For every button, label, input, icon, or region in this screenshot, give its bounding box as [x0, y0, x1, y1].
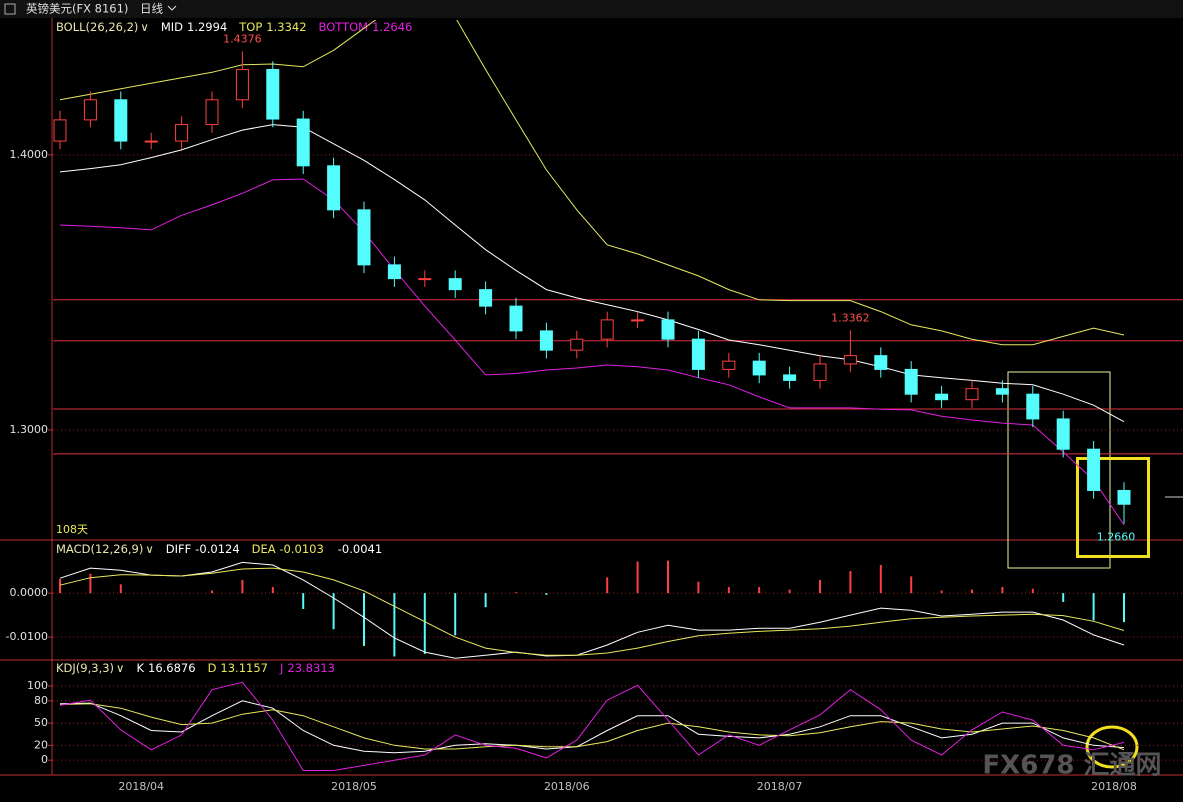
candle-body — [1087, 448, 1101, 491]
price-annotation: 1.4376 — [223, 32, 262, 45]
legend-name: DEA — [252, 542, 276, 556]
candle-body — [935, 393, 949, 401]
candle-body — [600, 319, 614, 340]
x-tick-label: 2018/07 — [757, 780, 803, 793]
dropdown-glyph: ∨ — [140, 20, 148, 34]
indicator-line — [59, 681, 1125, 771]
legend-name: TOP — [238, 20, 262, 34]
y-tick-label: 50 — [34, 716, 48, 729]
days-label: 108天 — [56, 523, 88, 536]
candle-body — [783, 374, 797, 381]
histogram-value: -0.0041 — [338, 542, 382, 556]
candle-body — [205, 99, 219, 126]
legend-name: K — [136, 661, 144, 675]
y-tick-label: 1.3000 — [10, 423, 49, 436]
legend-value: 13.1157 — [220, 661, 268, 675]
legend-name: J — [279, 661, 283, 675]
legend-value: 16.6876 — [148, 661, 196, 675]
indicator-line — [59, 567, 1125, 656]
candle-body — [661, 319, 675, 340]
candle-body — [1026, 393, 1040, 420]
candle-body — [1117, 489, 1131, 505]
legend-name: D — [208, 661, 217, 675]
indicator-title: KDJ(9,3,3) — [56, 661, 114, 675]
period-dropdown[interactable] — [167, 5, 177, 11]
legend-value: 1.3342 — [266, 20, 306, 34]
candle-body — [813, 363, 827, 381]
candle-body — [327, 165, 341, 211]
candle-body — [418, 278, 432, 281]
candle-body — [631, 319, 645, 322]
candle-body — [539, 330, 553, 351]
highlight-circle — [1085, 725, 1139, 769]
indicator-title: MACD(12,26,9) — [56, 542, 143, 556]
candle-body — [995, 388, 1009, 395]
candle-body — [722, 360, 736, 370]
legend-value: 1.2994 — [187, 20, 227, 34]
candle-body — [1056, 418, 1070, 450]
indicator-line — [59, 124, 1125, 423]
panel-header: KDJ(9,3,3) ∨ K 16.6876 D 13.1157 J 23.8313 — [56, 661, 335, 675]
indicator-line — [59, 20, 1125, 346]
title-bar — [0, 0, 1183, 18]
window-icon[interactable] — [4, 3, 16, 15]
candle-body — [509, 305, 523, 332]
price-annotation: 1.2660 — [1097, 530, 1136, 543]
y-tick-label: 100 — [27, 679, 48, 692]
legend-value: 1.2646 — [372, 20, 412, 34]
price-annotation: 1.3362 — [831, 311, 870, 324]
x-tick-label: 2018/04 — [118, 780, 164, 793]
panel-header: BOLL(26,26,2) ∨ MID 1.2994 TOP 1.3342 BOTTOM 1.… — [56, 20, 412, 34]
candle-body — [874, 355, 888, 370]
legend-value: -0.0103 — [279, 542, 323, 556]
watermark: FX678 汇通网 — [982, 751, 1161, 781]
candle-body — [752, 360, 766, 376]
y-tick-label: 0 — [41, 753, 48, 766]
legend-name: BOTTOM — [319, 20, 369, 34]
indicator-line — [59, 700, 1125, 754]
y-tick-label: 20 — [34, 738, 48, 751]
legend-value: -0.0124 — [195, 542, 239, 556]
highlight-box — [1076, 457, 1150, 558]
candle-body — [387, 264, 401, 280]
candle-body — [175, 124, 189, 142]
candle-body — [266, 69, 280, 120]
y-tick-label: 80 — [34, 694, 48, 707]
y-tick-label: -0.0100 — [6, 630, 48, 643]
candle-body — [570, 338, 584, 351]
period[interactable]: 日线 — [140, 2, 163, 16]
indicator-line — [59, 703, 1125, 751]
candle-body — [114, 99, 128, 142]
y-tick-label: 0.0000 — [10, 586, 49, 599]
candle-body — [448, 278, 462, 291]
candle-body — [691, 338, 705, 370]
candle-body — [904, 368, 918, 395]
x-tick-label: 2018/06 — [544, 780, 590, 793]
candle-body — [357, 209, 371, 266]
indicator-title: BOLL(26,26,2) — [56, 20, 138, 34]
y-tick-label: 1.4000 — [10, 148, 49, 161]
candle-body — [296, 118, 310, 167]
candle-body — [235, 69, 249, 101]
indicator-line — [59, 178, 1125, 526]
candle-body — [144, 140, 158, 143]
candle-body — [53, 119, 67, 142]
legend-name: MID — [161, 20, 183, 34]
indicator-line — [59, 561, 1125, 659]
x-tick-label: 2018/08 — [1091, 780, 1137, 793]
x-tick-label: 2018/05 — [331, 780, 377, 793]
panel-header: MACD(12,26,9) ∨ DIFF -0.0124 DEA -0.0103 -0.00… — [56, 542, 382, 556]
legend-name: DIFF — [166, 542, 191, 556]
candle-body — [843, 355, 857, 365]
dropdown-glyph: ∨ — [145, 542, 153, 556]
highlight-box — [1007, 371, 1111, 569]
dropdown-glyph: ∨ — [116, 661, 124, 675]
symbol: 英镑美元(FX 8161) — [26, 2, 128, 16]
candle-body — [479, 289, 493, 307]
legend-value: 23.8313 — [287, 661, 335, 675]
candle-body — [965, 388, 979, 401]
candle-body — [83, 99, 97, 121]
